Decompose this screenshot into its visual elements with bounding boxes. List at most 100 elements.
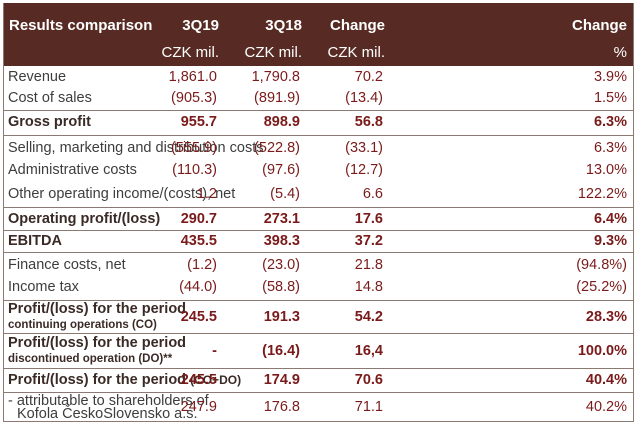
- cell-3q19: 247.9: [180, 399, 217, 415]
- col-unit-change-abs: CZK mil.: [327, 44, 386, 61]
- cell-change-pct: 40.4%: [585, 372, 627, 388]
- cell-3q18: 898.9: [263, 114, 300, 130]
- col-unit-change-pct: %: [613, 44, 627, 61]
- cell-3q19: (1.2): [187, 257, 217, 273]
- cell-change-pct: 28.3%: [585, 309, 627, 325]
- row-label: Profit/(loss) for the period (CO+DO): [8, 372, 241, 388]
- cell-change-pct: (25.2%): [576, 279, 627, 295]
- row-sublabel: continuing operations (CO): [8, 319, 157, 331]
- table-row-other-operating: Other operating income/(costs), net 1.2 …: [4, 182, 633, 207]
- row-label: Revenue: [8, 69, 67, 85]
- table-row-income-tax: Income tax (44.0) (58.8) 14.8 (25.2%): [4, 276, 633, 300]
- table-row-operating-profit: Operating profit/(loss) 290.7 273.1 17.6…: [4, 207, 633, 230]
- cell-3q18: 273.1: [263, 211, 300, 227]
- cell-3q19: (110.3): [172, 162, 217, 178]
- table-title: Results comparison: [9, 17, 153, 34]
- cell-change-abs: 70.6: [354, 372, 383, 388]
- cell-change-pct: 3.9%: [593, 69, 627, 85]
- table-row-profit-continuing: Profit/(loss) for the period continuing o…: [4, 300, 633, 333]
- cell-change-pct: 13.0%: [585, 162, 627, 178]
- row-label-main: Profit/(loss) for the period: [8, 301, 187, 317]
- cell-change-abs: 71.1: [354, 399, 383, 415]
- table-row-finance-costs: Finance costs, net (1.2) (23.0) 21.8 (94…: [4, 252, 633, 276]
- cell-3q19: 245.5: [180, 372, 217, 388]
- col-unit-3q18: CZK mil.: [244, 44, 303, 61]
- row-label: Other operating income/(costs), net: [8, 186, 236, 202]
- col-header-3q18: 3Q18: [265, 17, 302, 34]
- cell-3q18: 176.8: [263, 399, 300, 415]
- col-unit-3q19: CZK mil.: [161, 44, 220, 61]
- row-sublabel: discontinued operation (DO)**: [8, 353, 173, 365]
- cell-3q19: (555.9): [171, 140, 217, 156]
- cell-3q19: (44.0): [179, 279, 217, 295]
- row-label: Income tax: [8, 279, 79, 295]
- cell-3q18: (23.0): [262, 257, 300, 273]
- cell-change-abs: (13.4): [345, 90, 383, 106]
- cell-3q19: 290.7: [180, 211, 217, 227]
- cell-3q19: 1.2: [196, 186, 217, 202]
- cell-3q18: (16.4): [262, 343, 300, 359]
- cell-3q18: (58.8): [262, 279, 300, 295]
- row-label-main: Profit/(loss) for the period: [8, 372, 187, 388]
- cell-change-pct: 6.4%: [593, 211, 627, 227]
- cell-change-abs: 14.8: [354, 279, 383, 295]
- table-row-revenue: Revenue 1,861.0 1,790.8 70.2 3.9%: [4, 66, 633, 88]
- cell-change-pct: 9.3%: [593, 233, 627, 249]
- col-header-change-abs: Change: [329, 17, 385, 34]
- row-label-line2: Kofola ČeskoSlovensko a.s.: [17, 406, 198, 422]
- row-label-line1: - attributable to shareholders of: [8, 393, 209, 409]
- cell-3q19: 1,861.0: [168, 69, 217, 85]
- table-row-attributable: - attributable to shareholders of Kofola …: [4, 392, 633, 421]
- cell-3q18: 174.9: [263, 372, 300, 388]
- table-row-gross-profit: Gross profit 955.7 898.9 56.8 6.3%: [4, 110, 633, 135]
- col-header-change-pct: Change: [571, 17, 627, 34]
- col-header-3q19: 3Q19: [182, 17, 219, 34]
- cell-change-abs: 37.2: [354, 233, 383, 249]
- row-label: Selling, marketing and distribution cost…: [8, 140, 264, 156]
- cell-3q19: (905.3): [171, 90, 217, 106]
- row-label: Gross profit: [8, 114, 91, 130]
- cell-change-abs: (33.1): [345, 140, 383, 156]
- cell-change-pct: 100.0%: [577, 343, 627, 359]
- cell-3q18: 398.3: [263, 233, 300, 249]
- row-label-main: Profit/(loss) for the period: [8, 335, 187, 351]
- row-label: - attributable to shareholders of Kofola …: [8, 393, 209, 422]
- table-row-cost-of-sales: Cost of sales (905.3) (891.9) (13.4) 1.5…: [4, 88, 633, 110]
- cell-change-abs: 17.6: [354, 211, 383, 227]
- row-label: Administrative costs: [8, 162, 137, 178]
- cell-change-abs: (12.7): [345, 162, 383, 178]
- table-row-profit-discontinued: Profit/(loss) for the period discontinued…: [4, 333, 633, 368]
- row-label: EBITDA: [8, 233, 62, 249]
- cell-3q18: (97.6): [262, 162, 300, 178]
- cell-change-pct: (94.8%): [576, 257, 627, 273]
- table-row-ebitda: EBITDA 435.5 398.3 37.2 9.3%: [4, 230, 633, 252]
- cell-3q18: (5.4): [270, 186, 300, 202]
- cell-3q19: 435.5: [180, 233, 217, 249]
- cell-change-pct: 6.3%: [593, 140, 627, 156]
- cell-change-pct: 6.3%: [593, 114, 627, 130]
- row-label: Operating profit/(loss): [8, 211, 161, 227]
- cell-change-abs: 70.2: [354, 69, 383, 85]
- cell-3q19: 955.7: [180, 114, 217, 130]
- cell-3q19: -: [212, 343, 217, 359]
- table-row-selling-costs: Selling, marketing and distribution cost…: [4, 135, 633, 159]
- cell-change-pct: 122.2%: [577, 186, 627, 202]
- table-header: Results comparison 3Q19 3Q18 Change Chan…: [4, 3, 633, 66]
- cell-3q18: (522.8): [254, 140, 300, 156]
- cell-change-pct: 40.2%: [585, 399, 627, 415]
- cell-change-abs: 54.2: [354, 309, 383, 325]
- table-row-administrative-costs: Administrative costs (110.3) (97.6) (12.…: [4, 159, 633, 182]
- cell-3q18: (891.9): [254, 90, 300, 106]
- cell-change-abs: 21.8: [354, 257, 383, 273]
- cell-change-abs: 6.6: [362, 186, 383, 202]
- row-label: Finance costs, net: [8, 257, 126, 273]
- row-label: Profit/(loss) for the period continuing o…: [8, 302, 186, 333]
- results-comparison-table: Results comparison 3Q19 3Q18 Change Chan…: [3, 3, 634, 422]
- row-label-suffix: (CO+DO): [190, 373, 242, 387]
- cell-change-abs: 16,4: [354, 343, 383, 359]
- cell-3q18: 191.3: [263, 309, 300, 325]
- row-label: Profit/(loss) for the period discontinued…: [8, 336, 186, 367]
- cell-change-abs: 56.8: [354, 114, 383, 130]
- cell-3q18: 1,790.8: [251, 69, 300, 85]
- row-label: Cost of sales: [8, 90, 92, 106]
